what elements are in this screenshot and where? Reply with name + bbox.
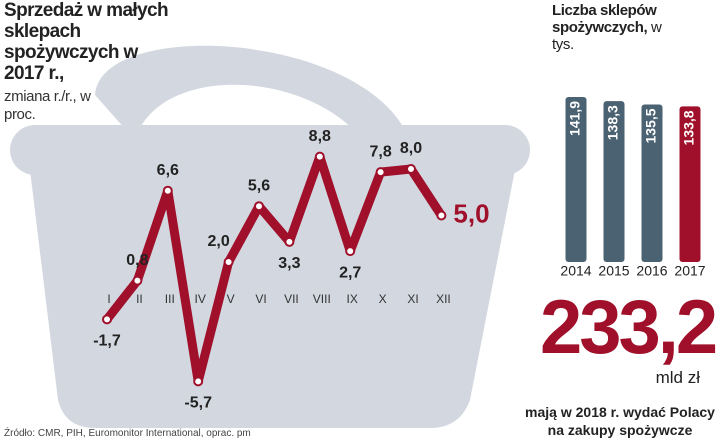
point [254,201,264,212]
x-tick-label: III [165,292,175,306]
value-label: 135,5 [643,108,659,143]
line-subtitle: zmiana r./r., w proc. [4,88,91,123]
value-label: -5,7 [184,395,212,412]
line [102,152,446,386]
value-label: 133,8 [681,110,697,145]
bar [603,101,625,263]
key-figure: 233,2 [540,285,718,370]
value-label: 5,0 [453,198,489,228]
point [375,167,386,178]
x-tick-label: XII [436,292,451,306]
value-label: 7,8 [369,143,391,160]
point [102,314,112,325]
point [162,185,173,196]
line-title: Sprzedaż w małych sklepach spożywczych w… [4,0,169,84]
bar-title: Liczba sklepów spożywczych, w tys. [552,2,662,53]
value-label: -1,7 [93,333,121,350]
x-tick-label: VIII [313,292,331,306]
key-figure-unit: mld zł [655,368,700,387]
x-tick-label: IX [347,292,358,306]
x-tick-label: 2014 [560,263,591,279]
x-tick-label: 2017 [674,263,705,279]
value-label: 138,3 [605,105,621,140]
basket-handle [95,45,405,150]
bar [565,97,587,262]
x-tick-label: VII [284,292,299,306]
value-label: 3,3 [278,255,300,272]
x-tick-label: IV [195,292,206,306]
x-tick-label: 2015 [598,263,629,279]
x-tick-label: V [227,292,235,306]
x-tick-label: X [379,292,387,306]
point [284,236,295,247]
point [193,376,204,387]
bar-title-text: Liczba sklepów spożywczych, [552,2,657,36]
value-label: 8,8 [309,128,331,145]
x-tick-label: 2016 [636,263,667,279]
source: Źródło: CMR, PIH, Euromonitor Internatio… [4,428,251,439]
basket-rim [10,125,530,175]
point [314,151,325,162]
bar [679,106,701,262]
bar [641,104,663,262]
value-label: 2,0 [207,233,229,250]
point [223,257,234,267]
value-label: 141,9 [567,101,583,136]
key-figure-caption: mają w 2018 r. wydać Polacy na zakupy sp… [525,404,715,438]
value-label: 6,6 [157,162,179,179]
x-tick-label: XI [407,292,418,306]
point [436,210,447,221]
value-label: 5,6 [248,177,270,194]
value-label: 8,0 [400,140,422,157]
x-tick-label: I [107,292,110,306]
point [406,164,416,174]
bar-subtitle: w tys. [552,19,662,53]
point [132,275,143,286]
x-tick-label: VI [255,292,266,306]
point [345,246,356,257]
value-label: 0,8 [126,252,148,269]
value-label: 2,7 [339,264,361,281]
x-tick-label: II [136,292,143,306]
